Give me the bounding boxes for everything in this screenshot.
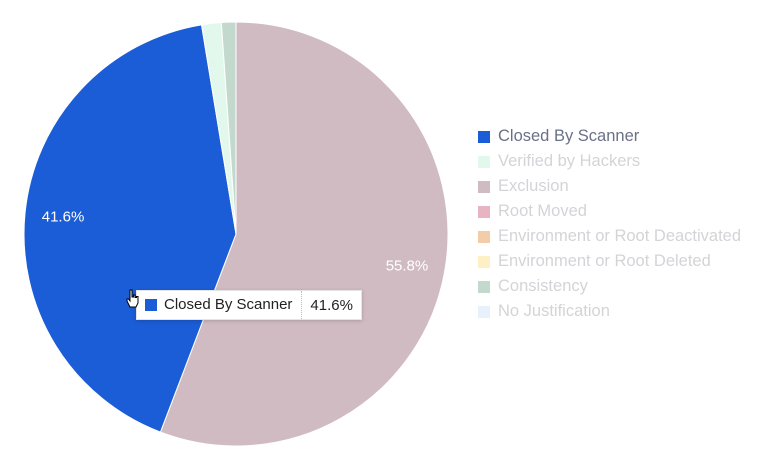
legend-item-root-moved[interactable]: Root Moved (478, 199, 741, 224)
legend-swatch (478, 230, 490, 243)
tooltip-swatch (145, 299, 157, 311)
chart-legend: Closed By Scanner Verified by Hackers Excl… (478, 124, 741, 324)
legend-item-consistency[interactable]: Consistency (478, 274, 741, 299)
pie-slice-closed-by-scanner[interactable] (23, 24, 237, 433)
pie-data-labels: 55.8% 41.6% (42, 209, 428, 275)
legend-item-closed-by-scanner[interactable]: Closed By Scanner (478, 124, 741, 149)
pie-slice-exclusion[interactable] (159, 21, 449, 447)
legend-swatch (478, 130, 490, 143)
legend-swatch (478, 180, 490, 193)
legend-item-environment-or-root-deleted[interactable]: Environment or Root Deleted (478, 249, 741, 274)
legend-item-exclusion[interactable]: Exclusion (478, 174, 741, 199)
legend-swatch (478, 280, 490, 293)
data-label-exclusion: 55.8% (386, 258, 429, 275)
legend-item-environment-or-root-deactivated[interactable]: Environment or Root Deactivated (478, 224, 741, 249)
legend-label: Root Moved (498, 202, 587, 220)
legend-label: Exclusion (498, 177, 569, 195)
tooltip-series-name: Closed By Scanner (164, 291, 303, 319)
legend-label: Verified by Hackers (498, 152, 641, 170)
pie-slices (23, 21, 449, 447)
legend-swatch (478, 255, 490, 268)
legend-label: Closed By Scanner (498, 127, 640, 145)
legend-label: Consistency (498, 277, 588, 295)
tooltip-value: 41.6% (310, 296, 353, 314)
pie-slice-consistency[interactable] (220, 21, 237, 235)
hand-pointer-cursor-icon (126, 289, 139, 308)
legend-item-no-justification[interactable]: No Justification (478, 299, 741, 324)
legend-swatch (478, 205, 490, 218)
legend-item-verified-by-hackers[interactable]: Verified by Hackers (478, 149, 741, 174)
legend-swatch (478, 155, 490, 168)
legend-swatch (478, 305, 490, 318)
legend-label: No Justification (498, 302, 610, 320)
data-label-closed-by-scanner: 41.6% (42, 209, 85, 226)
legend-label: Environment or Root Deleted (498, 252, 711, 270)
legend-label: Environment or Root Deactivated (498, 227, 742, 245)
chart-tooltip: Closed By Scanner 41.6% (136, 290, 362, 320)
